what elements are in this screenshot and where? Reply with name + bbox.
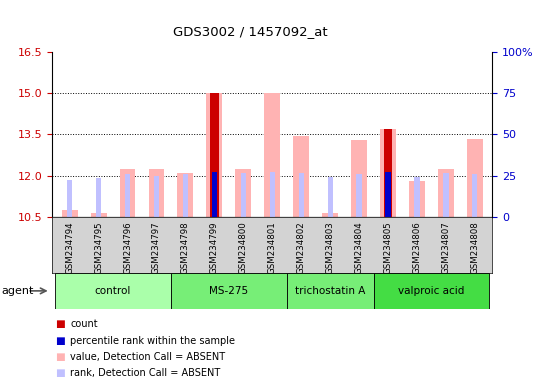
Text: valproic acid: valproic acid: [398, 286, 465, 296]
Bar: [235, 169, 251, 217]
Bar: [438, 169, 454, 217]
Bar: [373, 273, 490, 309]
Text: GSM234802: GSM234802: [296, 222, 306, 274]
Text: GSM234800: GSM234800: [239, 222, 248, 274]
Text: ■: ■: [55, 368, 65, 378]
Bar: [96, 179, 101, 217]
Text: GSM234804: GSM234804: [355, 222, 364, 274]
Bar: [443, 173, 449, 217]
Bar: [125, 174, 130, 217]
Bar: [384, 129, 392, 217]
Bar: [270, 172, 275, 217]
Text: ■: ■: [55, 336, 65, 346]
Bar: [351, 140, 367, 217]
Text: value, Detection Call = ABSENT: value, Detection Call = ABSENT: [70, 352, 226, 362]
Text: trichostatin A: trichostatin A: [295, 286, 365, 296]
Bar: [287, 273, 373, 309]
Text: count: count: [70, 319, 98, 329]
Text: GSM234808: GSM234808: [470, 222, 480, 274]
Bar: [178, 173, 194, 217]
Text: GSM234803: GSM234803: [326, 222, 334, 274]
Text: GSM234801: GSM234801: [268, 222, 277, 274]
Text: GSM234795: GSM234795: [94, 222, 103, 274]
Bar: [386, 172, 390, 217]
Text: agent: agent: [2, 286, 34, 296]
Bar: [241, 173, 246, 217]
Bar: [154, 176, 159, 217]
Bar: [380, 129, 396, 217]
Bar: [386, 172, 390, 217]
Text: GSM234794: GSM234794: [65, 222, 74, 274]
Text: GSM234797: GSM234797: [152, 222, 161, 274]
Bar: [119, 169, 135, 217]
Bar: [62, 210, 78, 217]
Bar: [148, 169, 164, 217]
Bar: [356, 174, 362, 217]
Text: percentile rank within the sample: percentile rank within the sample: [70, 336, 235, 346]
Bar: [171, 273, 287, 309]
Text: GSM234796: GSM234796: [123, 222, 132, 274]
Text: GSM234805: GSM234805: [383, 222, 393, 274]
Bar: [212, 172, 217, 217]
Text: GSM234807: GSM234807: [442, 222, 450, 274]
Bar: [265, 93, 280, 217]
Text: GDS3002 / 1457092_at: GDS3002 / 1457092_at: [173, 25, 328, 38]
Bar: [55, 273, 171, 309]
Bar: [409, 181, 425, 217]
Bar: [328, 177, 333, 217]
Bar: [67, 180, 72, 217]
Bar: [210, 93, 219, 217]
Bar: [206, 93, 222, 217]
Bar: [183, 174, 188, 217]
Bar: [467, 139, 483, 217]
Bar: [299, 173, 304, 217]
Bar: [91, 213, 107, 217]
Text: rank, Detection Call = ABSENT: rank, Detection Call = ABSENT: [70, 368, 221, 378]
Text: ■: ■: [55, 352, 65, 362]
Text: GSM234799: GSM234799: [210, 222, 219, 274]
Bar: [293, 136, 309, 217]
Text: control: control: [95, 286, 131, 296]
Bar: [322, 213, 338, 217]
Text: GSM234798: GSM234798: [181, 222, 190, 274]
Bar: [212, 172, 217, 217]
Bar: [472, 174, 477, 217]
Text: ■: ■: [55, 319, 65, 329]
Text: MS-275: MS-275: [209, 286, 249, 296]
Bar: [414, 177, 420, 217]
Text: GSM234806: GSM234806: [412, 222, 421, 274]
